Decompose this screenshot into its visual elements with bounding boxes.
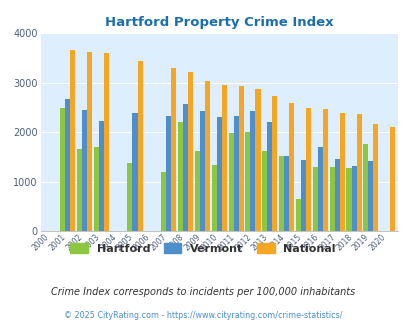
Bar (94, 147, 98, 231)
Bar (362, 145, 367, 231)
Bar (305, 108, 310, 231)
Bar (278, 156, 284, 231)
Bar (317, 147, 322, 231)
Bar (312, 167, 317, 231)
Bar (255, 89, 260, 231)
Bar (77, 149, 82, 231)
Bar (245, 132, 250, 231)
Bar (177, 122, 183, 231)
Bar (199, 111, 205, 231)
Bar (351, 166, 356, 231)
Bar (221, 85, 226, 231)
Bar (322, 109, 327, 231)
Bar (272, 96, 277, 231)
Bar (205, 81, 209, 231)
Bar (266, 122, 272, 231)
Bar (295, 199, 300, 231)
Bar (373, 124, 377, 231)
Bar (228, 133, 233, 231)
Bar (334, 159, 339, 231)
Bar (137, 61, 142, 231)
Bar (356, 114, 361, 231)
Bar (70, 50, 75, 231)
Bar (300, 160, 305, 231)
Bar (161, 172, 166, 231)
Bar (288, 103, 294, 231)
Text: Crime Index corresponds to incidents per 100,000 inhabitants: Crime Index corresponds to incidents per… (51, 287, 354, 297)
Bar (216, 117, 221, 231)
Bar (194, 151, 199, 231)
Bar (250, 111, 255, 231)
Bar (233, 116, 238, 231)
Bar (60, 108, 65, 231)
Bar (238, 86, 243, 231)
Bar (329, 167, 334, 231)
Bar (389, 127, 394, 231)
Bar (339, 113, 344, 231)
Bar (98, 121, 104, 231)
Bar (345, 168, 351, 231)
Bar (183, 104, 188, 231)
Bar (132, 113, 137, 231)
Bar (65, 99, 70, 231)
Bar (211, 165, 216, 231)
Bar (82, 110, 87, 231)
Bar (188, 72, 193, 231)
Bar (127, 163, 132, 231)
Bar (284, 156, 288, 231)
Bar (171, 68, 176, 231)
Bar (87, 52, 92, 231)
Title: Hartford Property Crime Index: Hartford Property Crime Index (104, 16, 333, 29)
Legend: Hartford, Vermont, National: Hartford, Vermont, National (70, 243, 335, 254)
Bar (262, 151, 266, 231)
Text: © 2025 CityRating.com - https://www.cityrating.com/crime-statistics/: © 2025 CityRating.com - https://www.city… (64, 311, 341, 320)
Bar (367, 161, 373, 231)
Bar (104, 53, 109, 231)
Bar (166, 116, 171, 231)
